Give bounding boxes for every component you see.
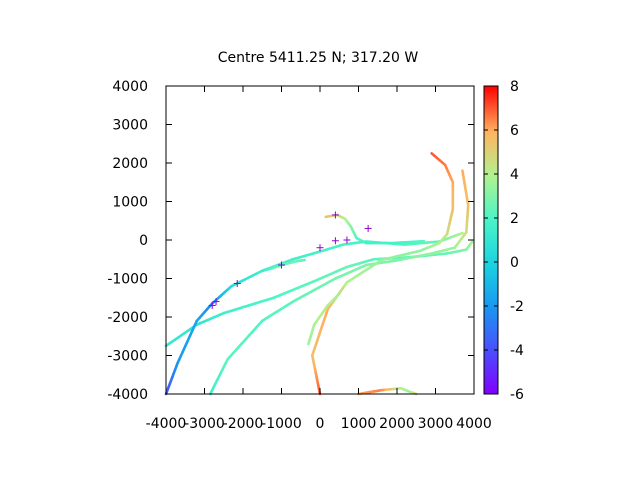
track-segment bbox=[461, 169, 465, 176]
chart-title: Centre 5411.25 N; 317.20 W bbox=[218, 50, 419, 66]
markers-layer bbox=[208, 211, 372, 309]
track-8 bbox=[357, 386, 418, 396]
track-segment bbox=[468, 240, 474, 246]
x-tick-label: 4000 bbox=[456, 416, 492, 432]
x-tick-label: 1000 bbox=[341, 416, 377, 432]
colorbar-tick-label: 8 bbox=[510, 79, 519, 95]
x-tick-label: 2000 bbox=[379, 416, 415, 432]
y-axis: -4000 -3000 -2000 -1000 0 1000 2000 3000 4000 bbox=[107, 79, 474, 403]
track-1 bbox=[164, 240, 474, 348]
y-tick-label: -2000 bbox=[107, 310, 148, 326]
colorbar-tick-label: -4 bbox=[510, 343, 524, 359]
y-tick-label: 2000 bbox=[112, 156, 148, 172]
track-2 bbox=[164, 231, 464, 396]
track-segment bbox=[299, 258, 306, 262]
x-tick-label: -4000 bbox=[146, 416, 187, 432]
y-tick-label: -1000 bbox=[107, 272, 148, 288]
track-6 bbox=[324, 213, 426, 245]
y-tick-label: 4000 bbox=[112, 79, 148, 95]
plus-marker bbox=[343, 236, 351, 244]
y-tick-label: 0 bbox=[139, 233, 148, 249]
plus-marker bbox=[316, 244, 324, 252]
colorbar-tick-label: -2 bbox=[510, 299, 524, 315]
y-tick-label: 1000 bbox=[112, 195, 148, 211]
colorbar-tick-label: 2 bbox=[510, 211, 519, 227]
track-segment bbox=[430, 152, 436, 157]
plus-marker bbox=[364, 224, 372, 232]
y-tick-label: -3000 bbox=[107, 349, 148, 365]
colorbar-tick-label: 0 bbox=[510, 255, 519, 271]
y-tick-label: -4000 bbox=[107, 387, 148, 403]
x-tick-label: -3000 bbox=[184, 416, 225, 432]
x-tick-label: 0 bbox=[316, 416, 325, 432]
plot-frame bbox=[165, 85, 475, 395]
track-segment bbox=[457, 231, 464, 236]
colorbar-tick-label: 4 bbox=[510, 167, 519, 183]
plus-marker bbox=[233, 280, 241, 288]
colorbar-tick-label: -6 bbox=[510, 387, 524, 403]
colorbar-axis: -6 -4 -2 0 2 4 6 8 bbox=[484, 79, 524, 403]
track-segment bbox=[335, 292, 341, 298]
x-tick-label: -1000 bbox=[261, 416, 302, 432]
x-tick-label: -2000 bbox=[223, 416, 264, 432]
tracks-layer bbox=[164, 152, 474, 396]
plus-marker bbox=[278, 261, 285, 269]
plus-marker bbox=[212, 298, 220, 306]
plus-marker bbox=[331, 237, 339, 245]
track-3 bbox=[208, 169, 470, 396]
x-axis: -4000-3000-2000-1000 0 1000 2000 3000 4000 bbox=[146, 86, 492, 432]
x-tick-label: 3000 bbox=[418, 416, 454, 432]
colorbar-tick-label: 6 bbox=[510, 123, 519, 139]
colorbar bbox=[483, 85, 499, 395]
track-5 bbox=[307, 292, 341, 346]
plus-marker bbox=[331, 211, 339, 219]
y-tick-label: 3000 bbox=[112, 118, 148, 134]
plus-marker bbox=[208, 301, 216, 309]
